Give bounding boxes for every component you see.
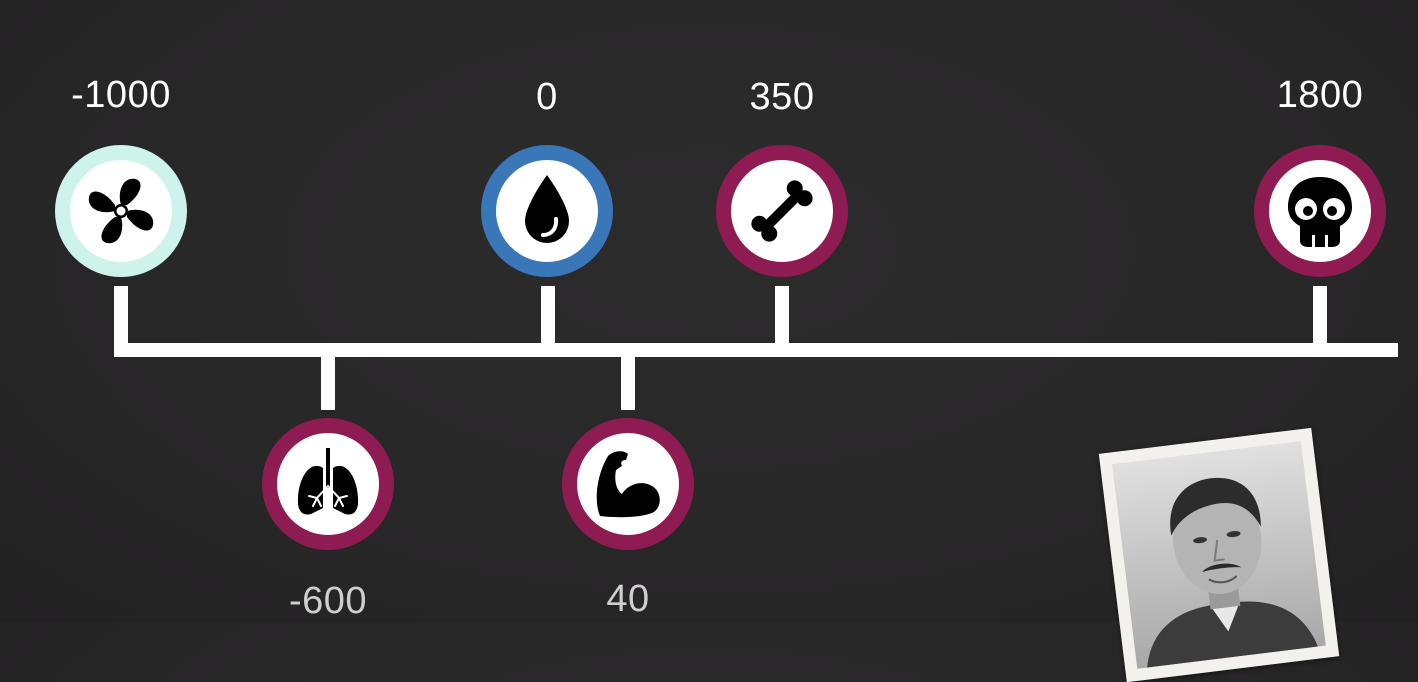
event-node-40 [562, 418, 694, 550]
event-node-0 [481, 145, 613, 277]
year-label-minus-600: -600 [288, 580, 368, 622]
water-drop-icon [525, 175, 569, 243]
timeline-tick [321, 350, 335, 410]
flexed-arm-icon [596, 451, 660, 518]
year-label-40: 40 [606, 578, 650, 620]
timeline-axis [114, 343, 1398, 357]
event-node-350 [716, 145, 848, 277]
year-label-350: 350 [749, 76, 815, 118]
timeline-tick [114, 286, 128, 350]
bone-icon [751, 180, 813, 242]
event-node-minus-600 [262, 418, 394, 550]
skull-icon [1288, 177, 1352, 247]
year-label-1800: 1800 [1276, 74, 1364, 116]
fan-icon [88, 178, 154, 244]
timeline-tick [541, 286, 555, 350]
year-label-0: 0 [536, 76, 558, 118]
event-node-minus-1000 [55, 145, 187, 277]
lungs-icon [297, 448, 359, 515]
year-label-minus-1000: -1000 [71, 74, 171, 116]
timeline-tick [1313, 286, 1327, 350]
timeline-tick [621, 350, 635, 410]
event-node-1800 [1254, 145, 1386, 277]
portrait-photo-image [1112, 441, 1326, 669]
timeline-tick [775, 286, 789, 350]
portrait-photo [1098, 427, 1340, 682]
